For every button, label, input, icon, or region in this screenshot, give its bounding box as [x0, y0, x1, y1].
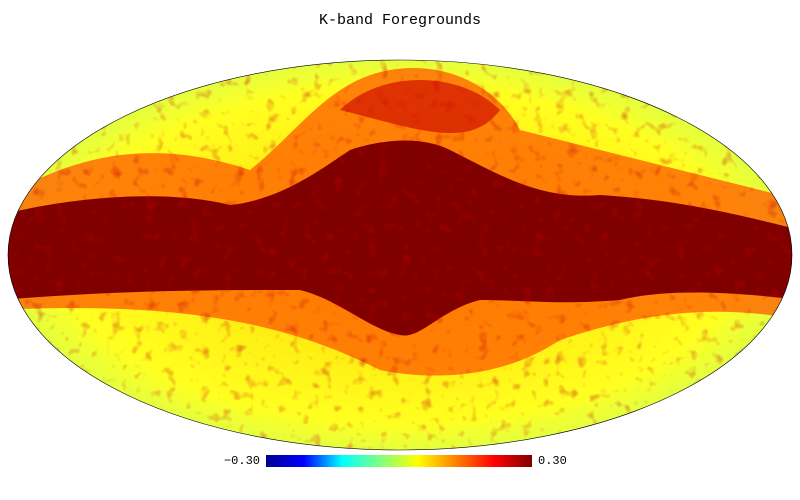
sky-map: [8, 60, 792, 450]
colorbar-tick-label: 0.30: [538, 454, 567, 468]
map-outline: [7, 59, 793, 451]
colorbar: [266, 455, 532, 467]
colorbar-tick-label: −0.30: [224, 454, 260, 468]
chart-title: K-band Foregrounds: [319, 12, 481, 29]
